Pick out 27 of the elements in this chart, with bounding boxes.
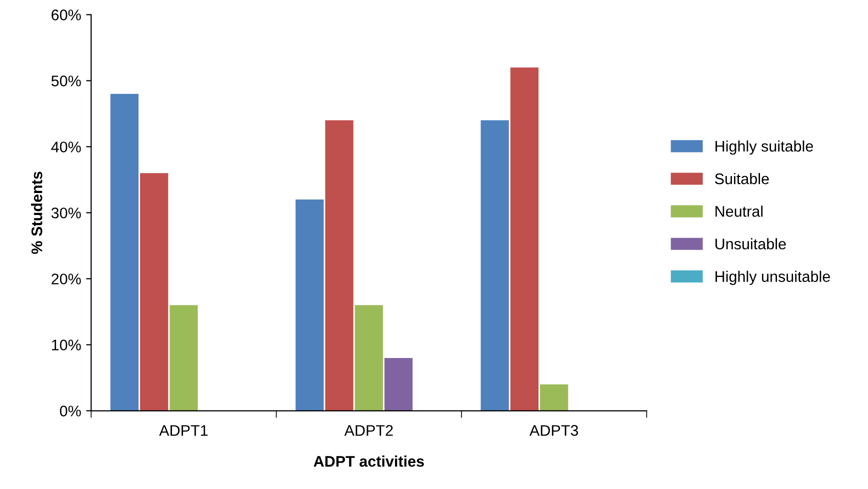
bar — [110, 94, 139, 411]
bar — [384, 358, 413, 411]
bar — [480, 120, 509, 411]
y-tick-label: 50% — [51, 76, 81, 86]
y-tick-label: 60% — [52, 10, 81, 20]
x-tick-label: ADPT1 — [159, 425, 208, 436]
legend-label: Unsuitable — [715, 238, 786, 250]
y-tick-label: 40% — [51, 142, 81, 152]
y-tick-label: 10% — [52, 340, 81, 350]
y-axis-title: % Students — [31, 172, 42, 254]
legend-label: Highly suitable — [716, 140, 813, 155]
legend-label: Neutral — [716, 206, 763, 217]
y-tick-label: 20% — [52, 274, 81, 284]
legend-label: Highly unsuitable — [716, 270, 830, 285]
x-tick-label: ADPT3 — [529, 425, 578, 436]
x-tick-label: ADPT2 — [344, 425, 393, 436]
x-axis-title: ADPT activities — [314, 456, 424, 467]
bar — [325, 120, 354, 411]
y-tick-label: 30% — [51, 208, 81, 218]
bar — [540, 384, 568, 411]
bar — [510, 67, 539, 411]
y-tick-label: 0% — [60, 406, 81, 416]
bar — [170, 305, 198, 411]
legend-label: Suitable — [714, 173, 769, 184]
bar — [140, 173, 168, 411]
bar — [354, 305, 383, 411]
bar — [296, 200, 324, 411]
